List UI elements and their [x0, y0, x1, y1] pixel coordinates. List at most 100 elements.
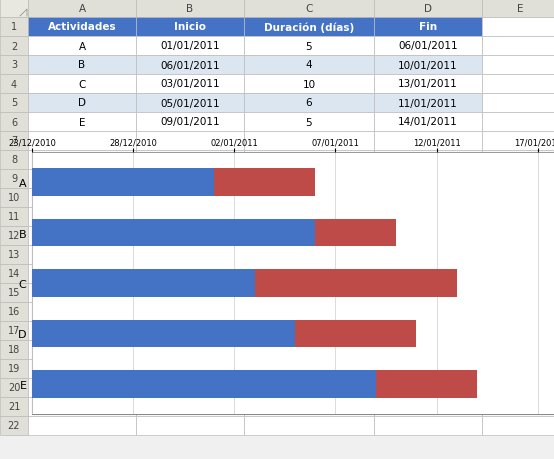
Text: C: C [78, 79, 86, 90]
Text: 4: 4 [306, 61, 312, 70]
Bar [136, 246, 244, 264]
Bar [482, 416, 554, 435]
Bar [136, 170, 244, 189]
Bar [244, 170, 374, 189]
Text: 10: 10 [302, 79, 316, 90]
Bar [244, 56, 374, 75]
Text: 2: 2 [11, 41, 17, 51]
Bar [136, 264, 244, 283]
Bar [0, 264, 28, 283]
Bar [374, 283, 482, 302]
Bar [374, 189, 482, 207]
Bar [482, 37, 554, 56]
Bar [28, 246, 136, 264]
Bar [136, 226, 244, 246]
Bar [244, 283, 374, 302]
Bar [136, 302, 244, 321]
Bar [374, 94, 482, 113]
Text: E: E [79, 117, 85, 127]
Text: C: C [305, 4, 312, 14]
Bar [28, 113, 136, 132]
Bar [136, 340, 244, 359]
Bar [482, 94, 554, 113]
Bar [244, 226, 374, 246]
Bar [32, 269, 254, 297]
Text: 7: 7 [11, 136, 17, 146]
Text: A: A [79, 4, 85, 14]
Bar [244, 0, 374, 18]
Text: 01/01/2011: 01/01/2011 [160, 41, 220, 51]
Bar [136, 18, 244, 37]
Text: 17: 17 [8, 326, 20, 336]
Bar [28, 94, 136, 113]
Bar [482, 18, 554, 37]
Text: B: B [79, 61, 85, 70]
Bar [28, 416, 136, 435]
Bar [0, 56, 28, 75]
Bar [254, 269, 457, 297]
Bar [244, 246, 374, 264]
Bar [32, 370, 376, 398]
Bar [482, 397, 554, 416]
Text: 4: 4 [11, 79, 17, 90]
Text: A: A [79, 41, 85, 51]
Bar [28, 302, 136, 321]
Bar [0, 321, 28, 340]
Text: 3: 3 [11, 61, 17, 70]
Bar [0, 226, 28, 246]
Bar [0, 37, 28, 56]
Bar [136, 37, 244, 56]
Bar [244, 94, 374, 113]
Bar [136, 189, 244, 207]
Bar [482, 283, 554, 302]
Bar [482, 170, 554, 189]
Bar [374, 170, 482, 189]
Bar [374, 151, 482, 170]
Text: 22: 22 [8, 420, 20, 431]
Bar [374, 18, 482, 37]
Text: B: B [187, 4, 193, 14]
Bar [374, 378, 482, 397]
Bar [374, 397, 482, 416]
Bar [28, 170, 136, 189]
Bar [0, 151, 28, 170]
Bar [315, 219, 396, 247]
Text: 13: 13 [8, 250, 20, 260]
Text: 14: 14 [8, 269, 20, 279]
Bar [28, 37, 136, 56]
Bar [136, 56, 244, 75]
Text: 16: 16 [8, 307, 20, 317]
Bar [374, 246, 482, 264]
Bar [482, 0, 554, 18]
Bar [0, 416, 28, 435]
Bar [136, 94, 244, 113]
Bar [374, 113, 482, 132]
Bar [482, 340, 554, 359]
Bar [244, 302, 374, 321]
Text: Duración (días): Duración (días) [264, 22, 354, 33]
Bar [0, 359, 28, 378]
Text: D: D [78, 98, 86, 108]
Text: D: D [424, 4, 432, 14]
Text: 05/01/2011: 05/01/2011 [160, 98, 220, 108]
Bar [295, 320, 417, 347]
Bar [244, 37, 374, 56]
Text: 18: 18 [8, 345, 20, 355]
Bar [136, 397, 244, 416]
Text: 03/01/2011: 03/01/2011 [160, 79, 220, 90]
Bar [244, 207, 374, 226]
Text: 1: 1 [11, 22, 17, 33]
Bar [374, 416, 482, 435]
Bar [244, 397, 374, 416]
Text: Actividades: Actividades [48, 22, 116, 33]
Bar [0, 113, 28, 132]
Text: 5: 5 [306, 41, 312, 51]
Text: 11/01/2011: 11/01/2011 [398, 98, 458, 108]
Bar [482, 132, 554, 151]
Bar [32, 219, 315, 247]
Bar [0, 246, 28, 264]
Bar [136, 0, 244, 18]
Bar [28, 18, 136, 37]
Bar [244, 378, 374, 397]
Text: Fin: Fin [419, 22, 437, 33]
